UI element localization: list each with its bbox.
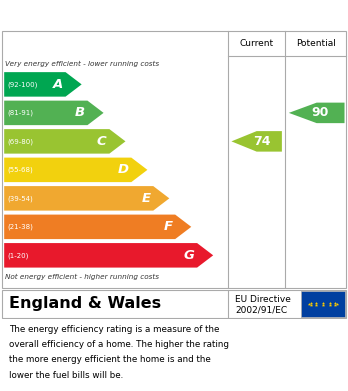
Text: Current: Current xyxy=(239,39,274,48)
Polygon shape xyxy=(4,243,213,267)
Text: (39-54): (39-54) xyxy=(8,195,33,202)
Text: EU Directive: EU Directive xyxy=(235,295,291,304)
Text: E: E xyxy=(142,192,150,205)
Text: (69-80): (69-80) xyxy=(8,138,34,145)
Text: Potential: Potential xyxy=(296,39,336,48)
Text: C: C xyxy=(97,135,106,148)
Text: F: F xyxy=(164,221,172,233)
Text: overall efficiency of a home. The higher the rating: overall efficiency of a home. The higher… xyxy=(9,340,229,349)
Text: lower the fuel bills will be.: lower the fuel bills will be. xyxy=(9,371,123,380)
Text: (81-91): (81-91) xyxy=(8,109,34,116)
Text: B: B xyxy=(74,106,85,119)
Text: (21-38): (21-38) xyxy=(8,224,33,230)
Text: (92-100): (92-100) xyxy=(8,81,38,88)
Polygon shape xyxy=(4,129,126,154)
Polygon shape xyxy=(4,158,148,182)
Text: 90: 90 xyxy=(311,106,329,119)
Polygon shape xyxy=(4,72,82,97)
Text: Very energy efficient - lower running costs: Very energy efficient - lower running co… xyxy=(5,61,159,67)
Text: England & Wales: England & Wales xyxy=(9,296,161,311)
Text: The energy efficiency rating is a measure of the: The energy efficiency rating is a measur… xyxy=(9,325,219,334)
Text: D: D xyxy=(118,163,128,176)
FancyBboxPatch shape xyxy=(301,291,345,317)
Text: G: G xyxy=(183,249,194,262)
Text: A: A xyxy=(53,78,63,91)
Text: the more energy efficient the home is and the: the more energy efficient the home is an… xyxy=(9,355,211,364)
Text: 74: 74 xyxy=(253,135,271,148)
Polygon shape xyxy=(4,186,169,211)
Text: (55-68): (55-68) xyxy=(8,167,33,173)
Text: Energy Efficiency Rating: Energy Efficiency Rating xyxy=(9,7,211,23)
Polygon shape xyxy=(231,131,282,152)
Polygon shape xyxy=(289,102,345,123)
Text: (1-20): (1-20) xyxy=(8,252,29,258)
Text: 2002/91/EC: 2002/91/EC xyxy=(235,305,287,314)
Polygon shape xyxy=(4,100,104,125)
Polygon shape xyxy=(4,215,191,239)
Text: Not energy efficient - higher running costs: Not energy efficient - higher running co… xyxy=(5,274,159,280)
